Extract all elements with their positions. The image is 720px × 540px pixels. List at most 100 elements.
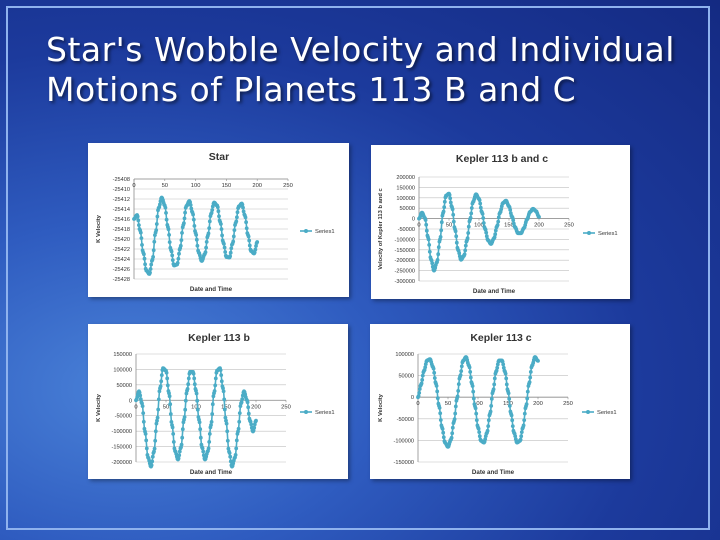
data-point xyxy=(215,205,220,209)
data-point xyxy=(186,376,191,381)
x-axis-label: Date and Time xyxy=(190,286,233,293)
data-point xyxy=(209,423,213,427)
data-point xyxy=(513,434,518,438)
legend-marker xyxy=(304,229,308,233)
data-point xyxy=(164,370,169,375)
data-point xyxy=(222,245,227,250)
x-tick-label: 250 xyxy=(283,183,293,189)
data-point xyxy=(155,415,160,420)
data-point xyxy=(235,210,240,215)
legend: Series1 xyxy=(300,410,335,416)
data-point xyxy=(229,246,234,251)
data-point xyxy=(171,432,176,436)
data-point xyxy=(478,205,483,210)
data-point xyxy=(164,211,168,215)
data-point xyxy=(249,422,254,427)
data-point xyxy=(483,227,488,232)
data-point xyxy=(185,387,190,391)
data-point xyxy=(452,417,457,422)
data-point xyxy=(439,220,444,225)
y-tick-label: -25416 xyxy=(113,217,130,223)
x-tick-label: 250 xyxy=(564,223,574,229)
data-point xyxy=(524,402,529,406)
y-tick-label: -25414 xyxy=(113,207,130,213)
y-tick-label: 150000 xyxy=(396,185,415,191)
data-point xyxy=(451,212,456,217)
data-point xyxy=(150,454,155,459)
data-point xyxy=(226,446,231,451)
data-point xyxy=(476,426,481,431)
data-point xyxy=(182,216,187,221)
data-point xyxy=(213,376,218,381)
data-point xyxy=(207,219,212,224)
data-point xyxy=(477,198,482,202)
x-tick-label: 200 xyxy=(252,183,262,189)
y-tick-label: 200000 xyxy=(396,175,415,181)
y-tick-label: -25412 xyxy=(113,197,130,203)
data-point xyxy=(484,230,489,235)
data-point xyxy=(217,214,221,219)
data-point xyxy=(176,256,181,261)
data-point xyxy=(253,247,258,252)
data-point xyxy=(138,397,143,402)
data-point xyxy=(231,234,236,239)
data-point xyxy=(188,200,192,204)
y-tick-label: 100000 xyxy=(395,352,414,358)
data-point xyxy=(435,389,440,394)
data-point xyxy=(141,411,146,415)
y-axis-label: Velocity of Kepler 113 b and c xyxy=(378,187,384,269)
data-point xyxy=(225,429,230,434)
x-tick-label: 50 xyxy=(163,404,169,410)
data-point xyxy=(210,204,215,209)
data-point xyxy=(234,219,239,224)
data-point xyxy=(170,253,175,258)
data-point xyxy=(468,375,473,380)
data-point xyxy=(459,369,464,373)
chart-title: Kepler 113 b and c xyxy=(456,153,548,165)
data-point xyxy=(144,438,149,443)
slide-title-line-2: Motions of Planets 113 B and C xyxy=(46,70,577,109)
data-point xyxy=(138,230,143,235)
data-point xyxy=(201,449,206,454)
y-tick-label: -50000 xyxy=(115,414,132,420)
y-tick-label: -200000 xyxy=(111,460,132,466)
data-point xyxy=(179,442,184,447)
data-point xyxy=(246,405,251,410)
x-tick-label: 0 xyxy=(134,404,137,410)
x-tick-label: 250 xyxy=(563,401,573,407)
data-point xyxy=(209,420,214,424)
data-point xyxy=(427,249,432,254)
data-point xyxy=(234,446,239,451)
y-tick-label: -25418 xyxy=(113,227,130,233)
data-point xyxy=(252,250,257,255)
data-point xyxy=(177,449,182,454)
data-point xyxy=(212,389,217,393)
y-tick-label: 0 xyxy=(411,395,414,401)
y-tick-label: 150000 xyxy=(113,352,132,358)
data-point xyxy=(449,435,454,440)
data-point xyxy=(419,381,424,386)
data-point xyxy=(503,371,508,376)
data-point xyxy=(255,240,260,244)
data-point xyxy=(148,270,152,275)
data-point xyxy=(496,219,501,224)
data-point xyxy=(195,398,200,403)
data-point xyxy=(158,202,162,207)
x-tick-label: 150 xyxy=(221,404,231,410)
data-point xyxy=(222,242,226,246)
data-point xyxy=(237,419,242,424)
y-tick-label: -100000 xyxy=(111,429,132,435)
data-point xyxy=(436,252,441,257)
slide-title: Star's Wobble Velocity and Individual Mo… xyxy=(46,30,686,110)
data-point xyxy=(245,400,250,405)
x-tick-label: 150 xyxy=(504,223,514,229)
data-point xyxy=(450,425,455,430)
y-tick-label: -100000 xyxy=(394,237,415,243)
data-point xyxy=(153,429,158,434)
data-point xyxy=(224,421,229,426)
x-tick-label: 50 xyxy=(162,183,168,189)
chart-panel-kepler-113-b-and-c: Kepler 113 b and c 200000 150000 100000 5000… xyxy=(371,145,630,299)
data-point xyxy=(151,255,155,259)
chart-star: Star -25408 -25410 -25412 -25414 -25416 -25418… xyxy=(96,151,335,293)
data-point xyxy=(151,248,156,253)
